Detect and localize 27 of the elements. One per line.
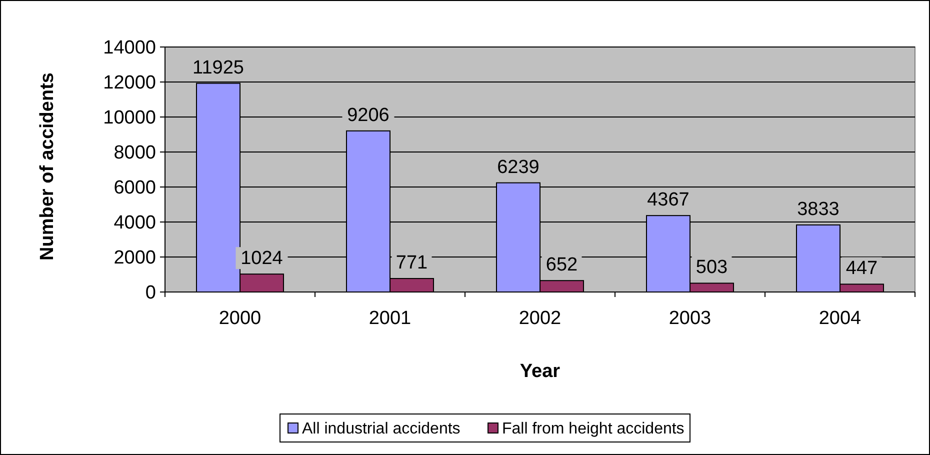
x-tick-label: 2001: [368, 308, 412, 329]
x-axis-title: Year: [520, 361, 561, 382]
x-tick-label: 2003: [668, 308, 712, 329]
data-label: 652: [546, 254, 578, 276]
data-label: 6239: [497, 156, 540, 178]
y-tick-label: 12000: [103, 72, 156, 94]
data-label: 3833: [797, 198, 840, 220]
data-label: 771: [396, 252, 428, 274]
y-axis-title: Number of accidents: [37, 72, 58, 260]
y-tick-label: 14000: [103, 38, 156, 59]
y-tick-label: 8000: [114, 142, 156, 164]
data-label: 1024: [240, 248, 284, 270]
y-tick-label: 4000: [114, 212, 156, 234]
x-tick-label: 2004: [818, 308, 862, 329]
y-tick-label: 6000: [114, 178, 156, 199]
x-tick-label: 2000: [218, 308, 262, 329]
y-tick-label: 10000: [103, 108, 156, 129]
y-tick-label: 2000: [114, 248, 156, 269]
legend-label: All industrial accidents: [302, 420, 460, 438]
legend-label: Fall from height accidents: [502, 420, 684, 438]
data-label: 9206: [347, 104, 390, 126]
x-tick-label: 2002: [518, 308, 562, 329]
data-label: 447: [846, 258, 878, 280]
y-tick-label: 0: [145, 282, 156, 304]
data-label: 4367: [647, 190, 690, 211]
data-label: 11925: [192, 57, 244, 78]
data-label: 503: [696, 257, 728, 278]
